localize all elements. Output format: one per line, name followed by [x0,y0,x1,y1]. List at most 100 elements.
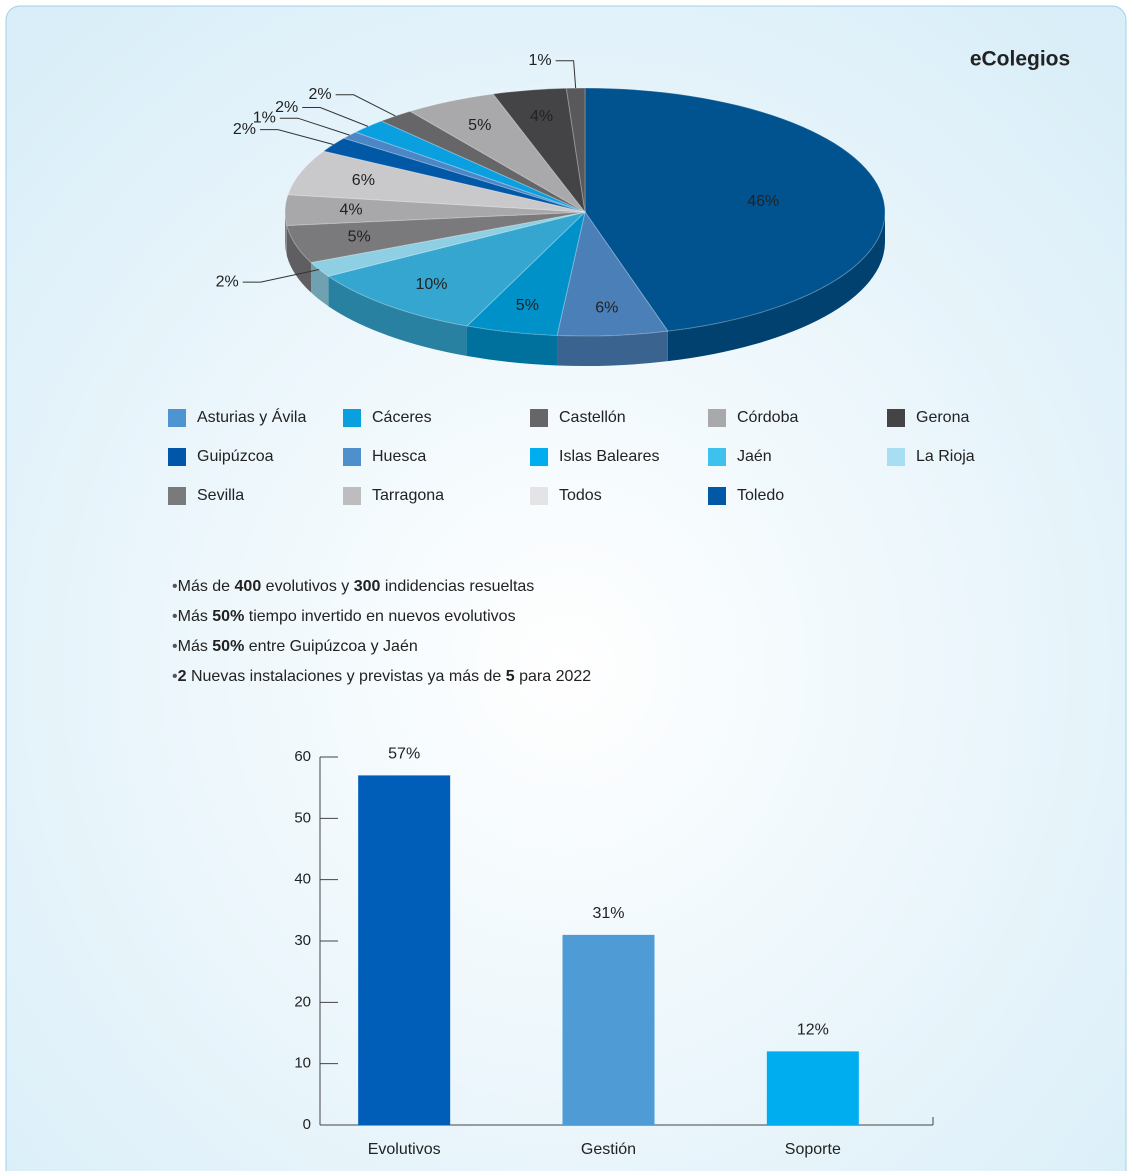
legend-label: La Rioja [916,448,975,465]
data-label: 2% [309,86,332,103]
legend-swatch [887,448,905,466]
legend-swatch [168,409,186,427]
leader-line [259,129,334,146]
bullet-item: •Más de 400 evolutivos y 300 indidencias… [172,578,534,595]
legend-label: Cáceres [372,409,432,426]
legend-label: Asturias y Ávila [197,407,306,426]
pie-slice [327,211,587,327]
x-tick-label: Evolutivos [368,1141,441,1158]
legend-label: Todos [559,487,602,504]
legend-swatch [530,487,548,505]
legend-label: Tarragona [372,487,444,504]
pie-side [667,212,885,362]
data-label: 5% [516,297,539,314]
legend-swatch [343,448,361,466]
data-label: 46% [747,193,779,210]
bullet-text: Nuevas instalaciones y previstas ya más … [187,668,506,685]
data-label: 5% [348,228,371,245]
bullet-text: entre Guipúzcoa y Jaén [244,638,417,655]
bullet-text: 400 [235,578,262,595]
bar [358,775,451,1125]
legend-label: Huesca [372,448,426,465]
legend-label: Toledo [737,487,784,504]
pie-slice [379,110,586,213]
bullet-text: 300 [354,578,381,595]
leader-line [242,269,320,283]
legend-swatch [708,487,726,505]
bullet-dot: • [172,608,178,625]
bullet-text: 50% [212,608,244,625]
legend-swatch [343,409,361,427]
bullet-dot: • [172,668,178,685]
bullet-text: Más [178,608,213,625]
data-label: 1% [528,52,551,69]
bullet-item: •Más 50% tiempo invertido en nuevos evol… [172,608,516,625]
pie-slice [556,210,669,337]
data-label: 10% [415,276,447,293]
bullet-dot: • [172,578,178,595]
legend-label: Gerona [916,409,969,426]
pie-side [286,225,312,293]
pie-side [328,276,467,356]
bullet-item: •2 Nuevas instalaciones y previstas ya m… [172,668,591,685]
y-tick-label: 40 [294,871,311,888]
pie-slice [284,194,586,226]
data-label: 1% [253,109,276,126]
pie-slice [408,93,586,213]
bullet-dot: • [172,638,178,655]
pie-slice [286,211,586,264]
bullet-text: para 2022 [515,668,592,685]
pie-slice [492,87,586,214]
data-label: 31% [592,905,624,922]
legend-label: Castellón [559,409,626,426]
legend-label: Guipúzcoa [197,448,274,465]
legend-swatch [168,487,186,505]
legend-swatch [708,448,726,466]
bullet-text: 5 [506,668,515,685]
data-label: 5% [468,117,491,134]
chart-title: eColegios [970,48,1070,71]
legend-label: Jaén [737,448,772,465]
pie-slice [465,210,586,336]
bar [562,934,655,1125]
data-label: 2% [275,99,298,116]
pie-slice [565,87,586,213]
pie-slice [322,137,586,213]
leader-line [555,60,577,89]
bullet-text: evolutivos y [261,578,353,595]
y-tick-label: 10 [294,1055,311,1072]
leader-line [335,94,396,117]
legend-label: Islas Baleares [559,448,660,465]
y-tick-label: 50 [294,809,311,826]
data-label: 12% [797,1022,829,1039]
legend-label: Sevilla [197,487,244,504]
y-tick-label: 0 [303,1116,311,1133]
data-label: 6% [595,300,618,317]
pie-slice [584,87,886,332]
data-label: 4% [339,202,362,219]
legend-swatch [343,487,361,505]
legend-swatch [168,448,186,466]
legend-swatch [530,409,548,427]
data-label: 2% [216,273,239,290]
bullet-item: •Más 50% entre Guipúzcoa y Jaén [172,638,418,655]
bullet-text: tiempo invertido en nuevos evolutivos [244,608,515,625]
x-tick-label: Gestión [581,1141,636,1158]
pie-side [311,262,329,307]
y-tick-label: 30 [294,932,311,949]
legend-swatch [530,448,548,466]
data-label: 6% [352,172,375,189]
pie-slice [287,150,586,213]
bar [766,1051,859,1125]
legend-swatch [708,409,726,427]
y-tick-label: 60 [294,748,311,765]
y-tick-label: 20 [294,993,311,1010]
data-label: 2% [233,121,256,138]
data-label: 4% [530,108,553,125]
legend-swatch [887,409,905,427]
legend-label: Córdoba [737,409,798,426]
bullet-text: Más de [178,578,235,595]
bullet-text: 2 [178,668,187,685]
